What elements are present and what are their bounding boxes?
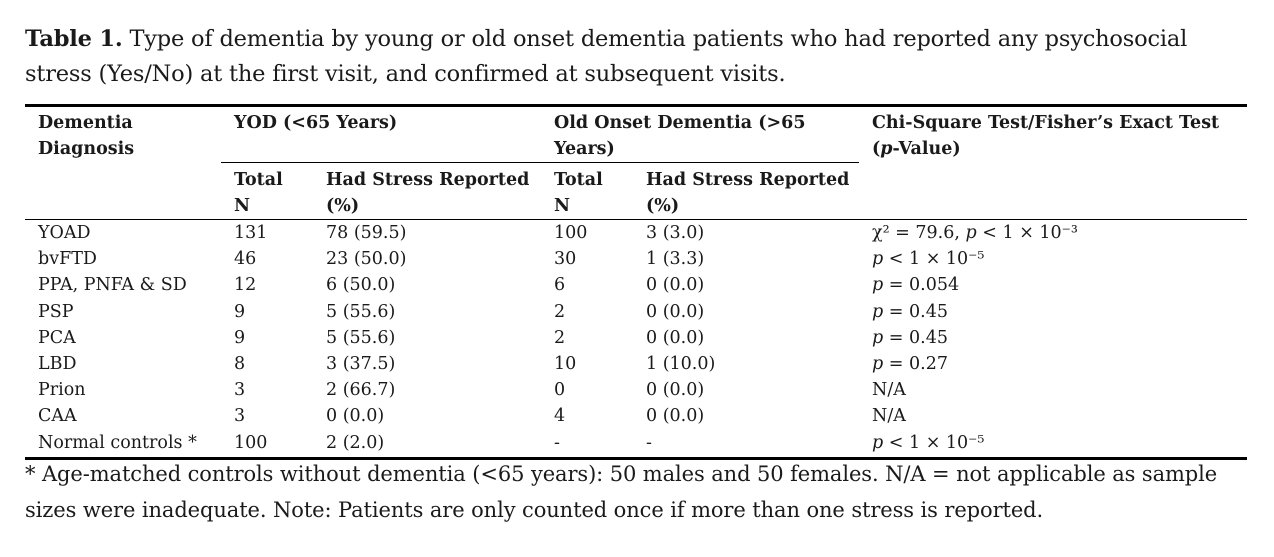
- cell-old-n: -: [541, 429, 633, 460]
- header-yod-total-n: Total N: [234, 170, 283, 216]
- cell-old-stress: 0 (0.0): [646, 406, 705, 427]
- table-footnote: * Age-matched controls without dementia …: [25, 462, 1218, 522]
- cell-yod-stress: 23 (50.0): [326, 249, 407, 270]
- cell-yod-n: 3: [234, 380, 246, 401]
- cell-old-n: 2: [554, 327, 566, 348]
- cell-old-n: 30: [554, 249, 577, 270]
- table-row: YOAD 131 78 (59.5) 100 3 (3.0) χ² = 79.6…: [25, 219, 1247, 247]
- header-diagnosis: Dementia Diagnosis: [25, 104, 221, 220]
- cell-test: N/A: [872, 406, 906, 427]
- table-row: PPA, PNFA & SD 12 6 (50.0) 6 0 (0.0) p =…: [25, 272, 1247, 298]
- cell-old-stress: 0 (0.0): [646, 301, 705, 322]
- cell-old-stress: 0 (0.0): [646, 380, 705, 401]
- cell-diagnosis: PSP: [38, 301, 74, 322]
- cell-yod-stress: 2 (66.7): [326, 380, 396, 401]
- header-old-had-stress: Had Stress Reported (%): [646, 170, 850, 216]
- table-row: Normal controls * 100 2 (2.0) - - p < 1 …: [25, 429, 1247, 460]
- cell-test: p = 0.45: [872, 301, 948, 322]
- cell-yod-n: 46: [234, 249, 257, 270]
- cell-yod-n: 3: [234, 406, 246, 427]
- cell-yod-n: 12: [234, 275, 257, 296]
- table-row: Prion 3 2 (66.7) 0 0 (0.0) N/A: [25, 377, 1247, 403]
- cell-old-n: 0: [554, 380, 566, 401]
- table-row: CAA 3 0 (0.0) 4 0 (0.0) N/A: [25, 403, 1247, 429]
- cell-diagnosis: Prion: [38, 380, 86, 401]
- cell-diagnosis: bvFTD: [38, 249, 97, 270]
- cell-yod-stress: 6 (50.0): [326, 275, 396, 296]
- header-old-total-n: Total N: [554, 170, 603, 216]
- cell-test: p = 0.45: [872, 327, 948, 348]
- cell-yod-stress: 5 (55.6): [326, 301, 396, 322]
- header-test: Chi-Square Test/Fisher’s Exact Test (p-V…: [859, 104, 1247, 220]
- table-row: PCA 9 5 (55.6) 2 0 (0.0) p = 0.45: [25, 325, 1247, 351]
- cell-test: p < 1 × 10⁻⁵: [859, 429, 1247, 460]
- header-yod: YOD (<65 Years): [221, 104, 541, 163]
- cell-old-n: 2: [554, 301, 566, 322]
- cell-yod-stress: 78 (59.5): [313, 219, 541, 247]
- table-row: bvFTD 46 23 (50.0) 30 1 (3.3) p < 1 × 10…: [25, 246, 1247, 272]
- cell-diagnosis: Normal controls *: [25, 429, 221, 460]
- cell-yod-n: 8: [234, 354, 246, 375]
- dementia-stress-table: Dementia Diagnosis YOD (<65 Years) Old O…: [25, 104, 1247, 460]
- cell-old-n: 6: [554, 275, 566, 296]
- table-row: LBD 8 3 (37.5) 10 1 (10.0) p = 0.27: [25, 351, 1247, 377]
- cell-yod-stress: 3 (37.5): [326, 354, 396, 375]
- table-caption-text: Type of dementia by young or old onset d…: [25, 26, 1188, 87]
- cell-yod-stress: 0 (0.0): [326, 406, 385, 427]
- header-yod-had-stress: Had Stress Reported (%): [326, 170, 530, 216]
- cell-old-stress: 1 (10.0): [646, 354, 716, 375]
- cell-old-stress: 0 (0.0): [646, 275, 705, 296]
- cell-yod-n: 9: [234, 327, 246, 348]
- cell-old-n: 4: [554, 406, 566, 427]
- cell-test: p = 0.27: [872, 354, 948, 375]
- cell-diagnosis: PPA, PNFA & SD: [38, 275, 187, 296]
- cell-test: p < 1 × 10⁻⁵: [872, 249, 985, 270]
- cell-test: N/A: [872, 380, 906, 401]
- cell-diagnosis: PCA: [38, 327, 76, 348]
- cell-diagnosis: LBD: [38, 354, 77, 375]
- cell-yod-n: 100: [221, 429, 313, 460]
- cell-test: χ² = 79.6, p < 1 × 10⁻³: [859, 219, 1247, 247]
- cell-diagnosis: CAA: [38, 406, 77, 427]
- cell-old-stress: 0 (0.0): [646, 327, 705, 348]
- table-caption-label: Table 1.: [25, 26, 123, 52]
- table-row: PSP 9 5 (55.6) 2 0 (0.0) p = 0.45: [25, 299, 1247, 325]
- table-caption: Table 1. Type of dementia by young or ol…: [25, 22, 1245, 92]
- cell-diagnosis: YOAD: [25, 219, 221, 247]
- header-old-onset: Old Onset Dementia (>65 Years): [541, 104, 859, 163]
- cell-old-stress: 1 (3.3): [646, 249, 705, 270]
- cell-test: p = 0.054: [872, 275, 960, 296]
- cell-old-stress: 3 (3.0): [633, 219, 859, 247]
- cell-yod-stress: 5 (55.6): [326, 327, 396, 348]
- cell-yod-n: 131: [221, 219, 313, 247]
- cell-old-stress: -: [633, 429, 859, 460]
- cell-yod-n: 9: [234, 301, 246, 322]
- cell-old-n: 10: [554, 354, 577, 375]
- cell-yod-stress: 2 (2.0): [313, 429, 541, 460]
- cell-old-n: 100: [541, 219, 633, 247]
